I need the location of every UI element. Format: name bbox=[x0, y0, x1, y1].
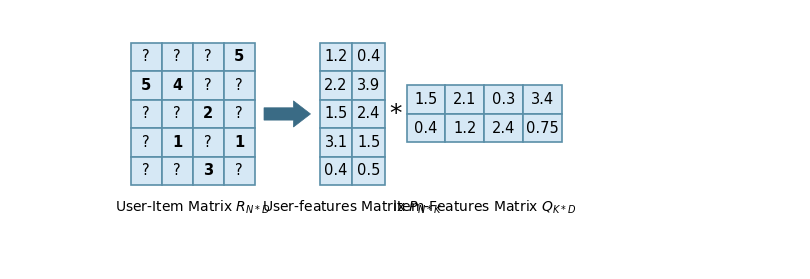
Text: 0.4: 0.4 bbox=[357, 49, 381, 64]
FancyBboxPatch shape bbox=[446, 85, 484, 114]
Text: *: * bbox=[390, 102, 402, 126]
Text: ?: ? bbox=[143, 107, 150, 121]
FancyBboxPatch shape bbox=[130, 157, 162, 185]
Text: 3: 3 bbox=[203, 163, 213, 179]
Text: 0.3: 0.3 bbox=[492, 92, 515, 107]
Text: ?: ? bbox=[204, 49, 212, 64]
Text: ?: ? bbox=[236, 163, 243, 179]
FancyBboxPatch shape bbox=[224, 128, 254, 157]
FancyBboxPatch shape bbox=[320, 100, 352, 128]
FancyBboxPatch shape bbox=[352, 128, 385, 157]
FancyBboxPatch shape bbox=[130, 43, 162, 71]
Text: 0.4: 0.4 bbox=[324, 163, 347, 179]
Text: 2.2: 2.2 bbox=[324, 78, 347, 93]
Text: 5: 5 bbox=[141, 78, 151, 93]
FancyBboxPatch shape bbox=[162, 157, 193, 185]
Text: 2.4: 2.4 bbox=[357, 107, 381, 121]
FancyBboxPatch shape bbox=[224, 100, 254, 128]
FancyBboxPatch shape bbox=[130, 100, 162, 128]
Text: 0.75: 0.75 bbox=[526, 121, 559, 136]
Text: 4: 4 bbox=[173, 78, 182, 93]
FancyBboxPatch shape bbox=[320, 43, 352, 71]
Text: ?: ? bbox=[173, 163, 181, 179]
Text: 3.4: 3.4 bbox=[531, 92, 554, 107]
Text: 0.4: 0.4 bbox=[414, 121, 437, 136]
FancyBboxPatch shape bbox=[484, 85, 522, 114]
FancyBboxPatch shape bbox=[130, 128, 162, 157]
FancyBboxPatch shape bbox=[193, 43, 224, 71]
Text: 1: 1 bbox=[234, 135, 245, 150]
Text: 1.5: 1.5 bbox=[357, 135, 380, 150]
Text: 2.1: 2.1 bbox=[453, 92, 476, 107]
FancyBboxPatch shape bbox=[224, 43, 254, 71]
FancyBboxPatch shape bbox=[193, 157, 224, 185]
FancyBboxPatch shape bbox=[193, 71, 224, 100]
FancyBboxPatch shape bbox=[193, 128, 224, 157]
FancyBboxPatch shape bbox=[320, 157, 352, 185]
FancyBboxPatch shape bbox=[522, 114, 561, 143]
Text: ?: ? bbox=[236, 107, 243, 121]
Text: ?: ? bbox=[204, 135, 212, 150]
Text: ?: ? bbox=[173, 49, 181, 64]
FancyBboxPatch shape bbox=[352, 100, 385, 128]
Text: ?: ? bbox=[204, 78, 212, 93]
FancyBboxPatch shape bbox=[446, 114, 484, 143]
FancyBboxPatch shape bbox=[522, 85, 561, 114]
Text: 3.1: 3.1 bbox=[325, 135, 347, 150]
FancyBboxPatch shape bbox=[224, 157, 254, 185]
Text: User-features Matrix $P_{N*K}$: User-features Matrix $P_{N*K}$ bbox=[262, 199, 442, 217]
Text: ?: ? bbox=[143, 135, 150, 150]
Polygon shape bbox=[264, 101, 310, 127]
Text: ?: ? bbox=[143, 163, 150, 179]
Text: ?: ? bbox=[143, 49, 150, 64]
FancyBboxPatch shape bbox=[162, 71, 193, 100]
FancyBboxPatch shape bbox=[484, 114, 522, 143]
FancyBboxPatch shape bbox=[407, 114, 446, 143]
Text: 3.9: 3.9 bbox=[357, 78, 380, 93]
FancyBboxPatch shape bbox=[407, 85, 446, 114]
FancyBboxPatch shape bbox=[162, 128, 193, 157]
FancyBboxPatch shape bbox=[320, 128, 352, 157]
Text: Item-Features Matrix $Q_{K*D}$: Item-Features Matrix $Q_{K*D}$ bbox=[392, 199, 577, 217]
FancyBboxPatch shape bbox=[352, 157, 385, 185]
FancyBboxPatch shape bbox=[224, 71, 254, 100]
Text: ?: ? bbox=[173, 107, 181, 121]
Text: 1.5: 1.5 bbox=[325, 107, 347, 121]
FancyBboxPatch shape bbox=[352, 43, 385, 71]
FancyBboxPatch shape bbox=[193, 100, 224, 128]
Text: User-Item Matrix $R_{N*D}$: User-Item Matrix $R_{N*D}$ bbox=[115, 199, 271, 217]
Text: 1.2: 1.2 bbox=[453, 121, 476, 136]
Text: 1.5: 1.5 bbox=[415, 92, 437, 107]
Text: 2: 2 bbox=[203, 107, 213, 121]
FancyBboxPatch shape bbox=[320, 71, 352, 100]
FancyBboxPatch shape bbox=[162, 100, 193, 128]
Text: 5: 5 bbox=[234, 49, 245, 64]
FancyBboxPatch shape bbox=[352, 71, 385, 100]
Text: 1.2: 1.2 bbox=[324, 49, 347, 64]
Text: 0.5: 0.5 bbox=[357, 163, 381, 179]
FancyBboxPatch shape bbox=[162, 43, 193, 71]
FancyBboxPatch shape bbox=[130, 71, 162, 100]
Text: 2.4: 2.4 bbox=[492, 121, 515, 136]
Text: 1: 1 bbox=[172, 135, 182, 150]
Text: ?: ? bbox=[236, 78, 243, 93]
